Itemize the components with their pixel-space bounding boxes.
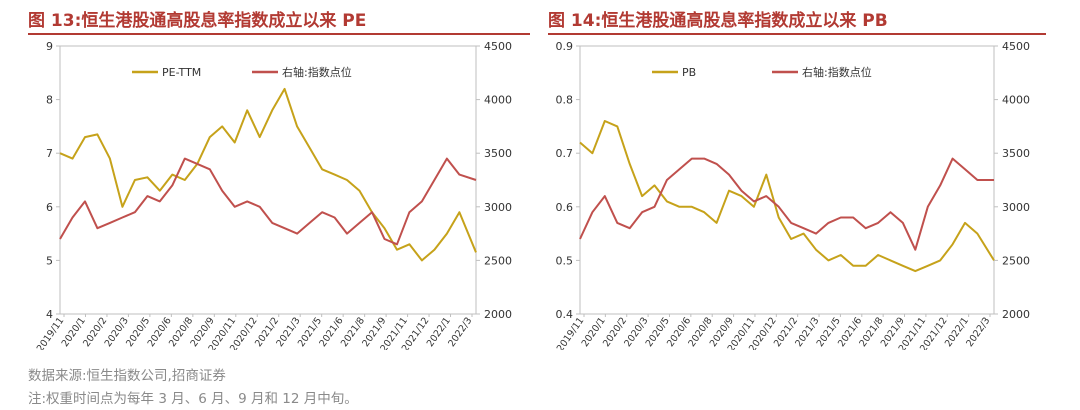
pe-ytick-left-label: 8 [46,94,53,107]
pe-ytick-left-label: 6 [46,201,53,214]
pb-legend-label-0: PB [682,66,696,79]
pb-ytick-right-label: 3000 [1002,201,1030,214]
pb-ytick-right-label: 4500 [1002,40,1030,53]
pe-ytick-left-label: 4 [46,308,53,321]
pe-legend-label-1: 右轴:指数点位 [282,65,352,79]
figure-13-title: 图 13:恒生港股通高股息率指数成立以来 PE [28,11,367,31]
pe-ytick-left-label: 7 [46,147,53,160]
weight-note: 注:权重时间点为每年 3 月、6 月、9 月和 12 月中旬。 [28,391,358,407]
pb-series-left-line [579,120,995,273]
pb-ytick-right-label: 3500 [1002,147,1030,160]
pb-chart: 0.4 0.5 0.6 0.7 0.8 0.9 2000 2500 3000 3500 4000 45… [555,40,1030,350]
pe-chart: 4567892000250030003500400045002019/11202… [35,40,512,350]
pe-ytick-right-label: 3000 [484,201,512,214]
pe-ytick-right-label: 2500 [484,254,512,267]
pe-ytick-right-label: 4500 [484,40,512,53]
pe-ytick-left-label: 9 [46,40,53,53]
pe-ytick-right-label: 2000 [484,308,512,321]
pb-ytick-left-label: 0.7 [556,147,574,160]
figure-14-title-rule [548,33,1046,35]
pb-ytick-right-label: 4000 [1002,94,1030,107]
pb-ytick-left-label: 0.4 [556,308,574,321]
pb-series-right-line [579,157,994,251]
pe-legend-label-0: PE-TTM [162,66,201,79]
pb-plot-frame [579,45,995,315]
pb-ytick-right-label: 2500 [1002,254,1030,267]
pe-ytick-left-label: 5 [46,254,53,267]
pe-series-right-line [59,157,477,246]
pe-ytick-right-label: 3500 [484,147,512,160]
source-note: 数据来源:恒生指数公司,招商证券 [28,368,226,384]
pb-legend-label-1: 右轴:指数点位 [802,65,872,79]
pe-plot-frame [59,45,477,315]
figure-13-title-rule [28,33,530,35]
pb-ytick-left-label: 0.8 [556,94,574,107]
pb-ytick-left-label: 0.5 [556,254,574,267]
pe-ytick-right-label: 4000 [484,94,512,107]
pe-series-left-line [59,87,477,262]
pb-ytick-right-label: 2000 [1002,308,1030,321]
figure-14-title: 图 14:恒生港股通高股息率指数成立以来 PB [548,11,888,31]
pb-ytick-left-label: 0.6 [556,201,574,214]
pb-ytick-left-label: 0.9 [556,40,574,53]
